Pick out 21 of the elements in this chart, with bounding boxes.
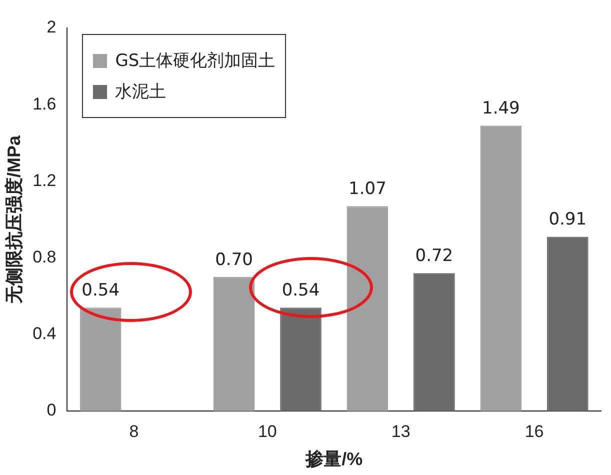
data-label: 0.91: [548, 210, 587, 230]
y-axis-title: 无侧限抗压强度/MPa: [4, 134, 24, 305]
legend-label: 水泥土: [115, 81, 166, 103]
data-label: 1.07: [348, 179, 386, 200]
data-label: 0.54: [82, 280, 120, 301]
y-tick-label: 1.2: [32, 170, 56, 190]
y-tick-label: 0: [46, 400, 56, 420]
x-tick-label: 13: [391, 422, 410, 441]
data-label: 0.72: [415, 246, 454, 266]
legend-label: GS土体硬化剂加固土: [115, 50, 276, 72]
y-tick-label: 0.4: [32, 324, 56, 344]
y-tick-label: 1.6: [32, 94, 56, 114]
data-label: 0.54: [282, 280, 320, 301]
x-axis-title: 掺量/%: [304, 449, 363, 470]
y-tick-label: 0.8: [32, 247, 56, 266]
x-tick-label: 10: [258, 422, 277, 441]
y-tick-label: 2: [46, 18, 56, 37]
x-tick-label: 8: [129, 422, 139, 441]
data-label: 1.49: [482, 98, 520, 119]
x-tick-label: 16: [524, 422, 544, 441]
data-label: 0.70: [215, 250, 253, 270]
